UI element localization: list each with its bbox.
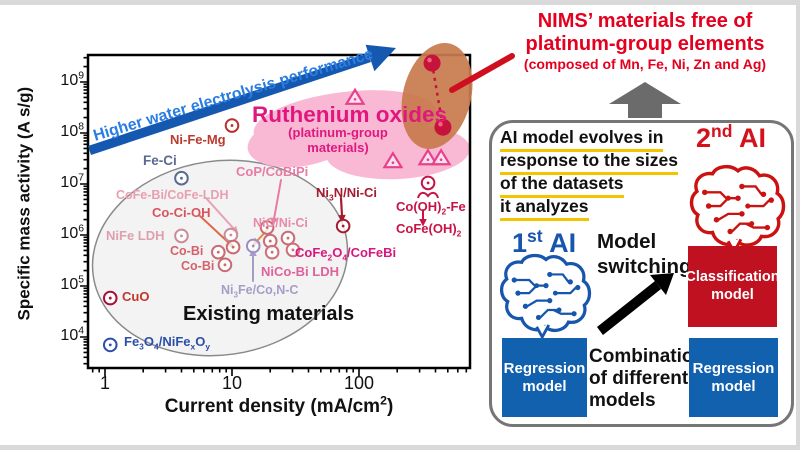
nims-callout-line1: NIMS’ materials free of [537,10,753,32]
y-tick-label: 109 [60,70,84,89]
marker-dot [251,244,255,248]
nims-region [401,42,473,150]
up-arrow-icon [609,82,681,118]
panel-heading-line3: of the datasets [500,173,624,198]
first-ai-brain-icon [499,253,592,338]
nims-callout-line2: platinum-group elements [525,33,765,55]
point-label: Ni3N/Ni-Ci [316,185,378,203]
point-label: CoFe(OH)2 [396,221,462,239]
point-label: Co-Bi [170,244,204,258]
point-label: NiFe LDH [106,228,165,243]
ruthenium-oxides-sublabel: (platinum-group materials) [288,125,388,155]
x-tick-label: 10 [221,373,243,393]
marker-highlight [427,57,432,63]
marker-dot [439,158,443,162]
first-ai-label: 1st AI [512,226,577,258]
open-triangle-marker [382,151,404,169]
marker-dot [108,296,112,300]
open-triangle-marker [417,148,439,166]
y-tick-label: 107 [60,172,84,191]
marker-dot [286,236,290,240]
marker-highlight [438,121,443,127]
marker-dot [231,245,235,249]
open-triangle-marker [430,148,452,166]
marker-dot [426,158,430,162]
point-label: CuO [122,289,150,304]
annotation-arrow [199,215,230,244]
point-label: Co(OH)2-Fe [396,199,466,217]
y-tick-label: 105 [60,274,84,293]
right-edge-strip [796,0,800,450]
brace [417,191,439,199]
ruthenium-region [247,90,470,180]
plot-frame [80,53,472,376]
point-label: CoFe2O4/CoFeBi [295,245,397,263]
existing-materials-label: Existing materials [183,303,355,325]
marker-dot [223,263,227,267]
y-tick-label: 104 [60,325,84,344]
y-axis-title: Specific mass activity (A s/g) [14,86,34,321]
panel-heading-line4: it analyzes [500,196,589,221]
annotation-arrow [205,197,235,230]
regression-model-box-right: Regression model [689,338,778,417]
annotation-arrow [339,196,344,218]
panel-heading-line2: response to the sizes [500,150,678,175]
top-edge-strip [0,0,800,5]
data-markers [102,54,452,353]
filled-circle-marker [423,54,441,72]
y-tick-label: 108 [60,121,84,140]
point-label: Co-Ci-OH [152,205,211,220]
regression-model-box-left: Regression model [502,338,587,417]
marker-dot [216,250,220,254]
marker-dot [268,239,272,243]
axis-ticks [80,56,468,376]
marker-dot [229,233,233,237]
arrowhead [338,214,346,223]
second-ai-brain-icon [689,164,786,253]
ai-panel [489,120,794,427]
open-triangle-marker [344,87,366,105]
point-label: Ni3Fe/Co,N-C [221,283,299,300]
nims-callout-line3: (composed of Mn, Fe, Ni, Zn and Ag) [523,56,767,72]
nims-connector [430,62,445,128]
point-label: Fe3O4/NiFexOy [124,334,211,352]
marker-dot [391,161,395,164]
marker-dot [180,234,183,238]
marker-dot [353,98,357,101]
marker-dot [108,343,112,347]
annotation-arrow [449,53,515,93]
marker-dot [270,250,274,254]
point-label: Fe-Ci [143,153,177,168]
x-tick-label: 100 [343,373,375,393]
point-label: CoP/CoBiPi [236,164,309,179]
model-switching-arrow [597,273,674,335]
model-switching-label: Model switching [597,230,692,278]
point-label: Co-Bi [181,259,215,273]
marker-dot [426,181,430,185]
point-label: CoFe-Bi/CoFe-LDH [116,188,229,202]
point-label: NiO/Ni-Ci [253,216,308,230]
marker-dot [180,176,183,180]
marker-dot [341,224,345,228]
panel-heading-line1: AI model evolves in [500,127,664,152]
x-tick-label: 1 [99,373,110,393]
second-ai-label: 2nd AI [696,121,766,153]
x-axis-title: Current density (mA/cm2) [164,393,394,417]
marker-dot [291,248,295,252]
marker-dot [230,124,234,127]
classification-model-box: Classification model [685,246,780,327]
ruthenium-oxides-label: Ruthenium oxides [252,102,448,127]
annotation-arrow [273,179,282,220]
point-label: NiCo-Bi LDH [261,264,339,279]
performance-arrow [88,44,396,155]
bottom-edge-strip [0,445,800,450]
y-tick-label: 106 [60,223,84,242]
point-label: Ni-Fe-Mg [170,132,226,147]
marker-dot [265,226,269,229]
combination-label: Combination of different models [589,346,706,412]
arrowhead [419,219,427,227]
